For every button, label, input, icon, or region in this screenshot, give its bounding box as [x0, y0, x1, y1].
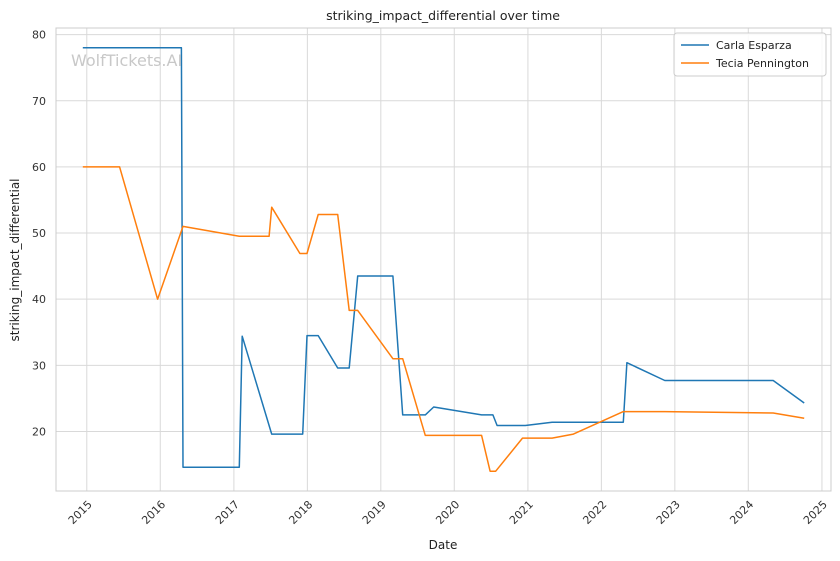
legend: Carla Esparza Tecia Pennington [673, 32, 827, 77]
grid [56, 28, 831, 491]
series-line-1 [82, 47, 805, 468]
series-layer [82, 47, 805, 472]
y-tick-label: 20 [32, 425, 46, 438]
y-axis-title: striking_impact_differential [8, 178, 22, 341]
y-tick-label: 40 [32, 293, 46, 306]
y-tick-label: 60 [32, 161, 46, 174]
y-tick-label: 30 [32, 359, 46, 372]
watermark: WolfTickets.AI [71, 51, 182, 70]
legend-label-1: Carla Esparza [716, 39, 792, 52]
legend-label-2: Tecia Pennington [715, 57, 809, 70]
series-line-2 [82, 166, 805, 472]
plot-frame [55, 27, 832, 492]
y-tick-label: 70 [32, 95, 46, 108]
y-tick-label: 50 [32, 227, 46, 240]
x-axis-title: Date [429, 538, 458, 552]
legend-box [673, 32, 827, 77]
chart-title: striking_impact_differential over time [326, 8, 560, 23]
y-tick-label: 80 [32, 29, 46, 42]
